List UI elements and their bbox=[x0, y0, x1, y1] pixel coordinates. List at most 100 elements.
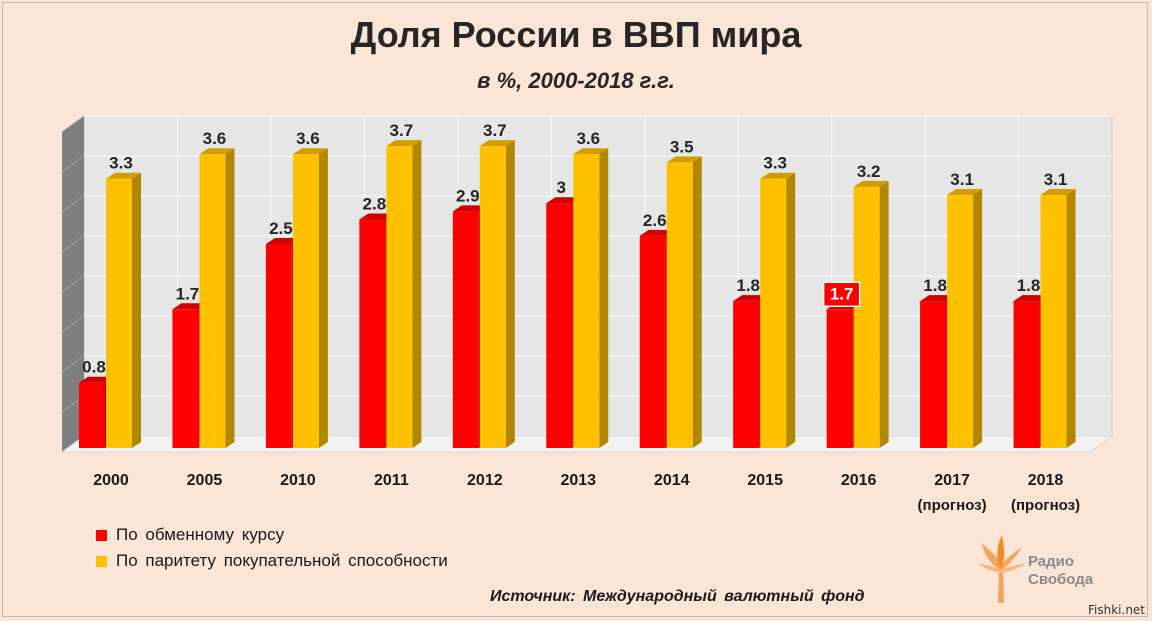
bar-side-1 bbox=[132, 172, 141, 448]
value-label-1-2017: 3.1 bbox=[950, 170, 974, 189]
category-label-2014: 2014 bbox=[654, 472, 690, 489]
legend-swatch-red bbox=[96, 529, 107, 541]
value-label-1-2012: 3.7 bbox=[483, 121, 507, 140]
value-label-0-2012: 2.9 bbox=[456, 186, 480, 205]
value-label-1-2013: 3.6 bbox=[576, 129, 600, 148]
gridline-side bbox=[61, 355, 85, 373]
category-label-2005: 2005 bbox=[187, 472, 223, 489]
value-label-1-2010: 3.6 bbox=[296, 129, 320, 148]
bar-top-1 bbox=[1040, 189, 1076, 196]
bar-side-1 bbox=[692, 156, 702, 448]
bar-top-0 bbox=[79, 376, 114, 383]
value-label-0-2016: 1.7 bbox=[830, 284, 854, 303]
bar-series-0-2010 bbox=[265, 244, 292, 448]
bar-top-0 bbox=[733, 295, 769, 302]
value-label-0-2014: 2.6 bbox=[643, 211, 667, 230]
value-label-1-2011: 3.7 bbox=[390, 121, 414, 140]
bar-series-0-2005 bbox=[172, 309, 199, 448]
gridline-side bbox=[61, 235, 85, 253]
highlighted-label-box bbox=[822, 281, 861, 308]
gridline-side bbox=[61, 275, 85, 293]
bar-top-1 bbox=[666, 156, 702, 163]
logo-text-line2: Свобода bbox=[1028, 571, 1094, 588]
category-label-2000: 2000 bbox=[93, 472, 129, 489]
bar-series-1-2011 bbox=[386, 146, 413, 448]
category-label-2011: 2011 bbox=[374, 472, 409, 489]
value-label-1-2014: 3.5 bbox=[670, 137, 694, 156]
value-label-0-2010: 2.5 bbox=[269, 219, 293, 238]
value-label-0-2017: 1.8 bbox=[923, 276, 947, 295]
legend-item-ppp: По паритету покупательной способности bbox=[96, 548, 448, 574]
category-label-2012: 2012 bbox=[467, 472, 503, 489]
bar-series-0-2017 bbox=[920, 301, 947, 448]
value-label-1-2005: 3.6 bbox=[203, 129, 227, 148]
value-label-0-2013: 3 bbox=[557, 178, 566, 197]
watermark: Fishki.net bbox=[1088, 603, 1146, 617]
bar-top-1 bbox=[479, 140, 515, 147]
bar-series-1-2015 bbox=[760, 178, 787, 448]
chart-subtitle: в %, 2000-2018 г.г. bbox=[477, 68, 675, 93]
value-label-1-2000: 3.3 bbox=[109, 154, 133, 173]
bar-top-1 bbox=[947, 189, 983, 196]
gridline-side bbox=[61, 195, 85, 213]
gridline-side bbox=[61, 115, 85, 133]
bar-series-0-2014 bbox=[639, 235, 666, 448]
bar-side-1 bbox=[318, 148, 328, 449]
value-label-0-2015: 1.8 bbox=[736, 276, 760, 295]
bar-top-0 bbox=[920, 295, 956, 302]
bar-series-1-2016 bbox=[853, 186, 880, 448]
bar-series-1-2014 bbox=[666, 162, 693, 448]
bar-series-0-2012 bbox=[452, 211, 479, 448]
category-note-2018: (прогноз) bbox=[1011, 497, 1080, 514]
bar-top-0 bbox=[639, 229, 675, 236]
radio-svoboda-logo: Радио Свобода bbox=[976, 533, 1116, 607]
bar-side-1 bbox=[412, 140, 422, 448]
bar-top-1 bbox=[573, 148, 609, 155]
gridline-side bbox=[61, 155, 85, 173]
chart-bars bbox=[79, 140, 1076, 449]
category-label-2018: 2018 bbox=[1028, 472, 1064, 489]
bar-series-1-2013 bbox=[573, 154, 600, 449]
bar-side-1 bbox=[1066, 189, 1076, 449]
gridline-side bbox=[61, 315, 85, 333]
bar-series-0-2013 bbox=[546, 203, 573, 448]
category-label-2010: 2010 bbox=[280, 472, 316, 489]
bar-series-0-2000 bbox=[79, 382, 105, 448]
bar-series-0-2015 bbox=[733, 301, 760, 448]
value-label-1-2016: 3.2 bbox=[857, 162, 881, 181]
bar-series-0-2016 bbox=[826, 309, 853, 448]
bar-series-0-2018 bbox=[1013, 301, 1040, 448]
bar-top-1 bbox=[853, 180, 889, 187]
source-note: Источник: Международный валютный фонд bbox=[490, 588, 865, 605]
bar-series-1-2005 bbox=[199, 154, 226, 449]
legend-swatch-yellow bbox=[96, 555, 107, 567]
bar-side-1 bbox=[599, 148, 609, 449]
legend-item-exchange-rate: По обменному курсу bbox=[96, 522, 448, 548]
bar-top-0 bbox=[1013, 295, 1049, 302]
bar-top-1 bbox=[199, 148, 235, 155]
flame-icon bbox=[978, 535, 1026, 603]
category-note-2017: (прогноз) bbox=[918, 497, 987, 514]
legend: По обменному курсу По паритету покупател… bbox=[96, 522, 448, 574]
category-label-2015: 2015 bbox=[747, 472, 783, 489]
legend-label: По обменному курсу bbox=[116, 525, 285, 544]
category-label-2016: 2016 bbox=[841, 472, 877, 489]
bar-series-1-2010 bbox=[292, 154, 319, 449]
value-label-0-2005: 1.7 bbox=[176, 284, 200, 303]
chart-labels: 0.8 3.3 2000 1.7 3.6 2005 2.5 3.6 2010 2.8 3.7 2011… bbox=[82, 121, 1080, 514]
bar-top-0 bbox=[546, 197, 582, 204]
bar-series-1-2000 bbox=[106, 178, 132, 448]
bar-top-1 bbox=[760, 172, 796, 179]
bar-top-0 bbox=[265, 238, 301, 244]
bar-series-1-2017 bbox=[947, 195, 974, 448]
category-label-2013: 2013 bbox=[560, 472, 596, 489]
category-label-2017: 2017 bbox=[934, 472, 970, 489]
bar-top-0 bbox=[359, 213, 395, 220]
value-label-1-2015: 3.3 bbox=[763, 154, 787, 173]
legend-label: По паритету покупательной способности bbox=[116, 551, 448, 570]
bar-top-1 bbox=[292, 148, 328, 155]
value-label-1-2018: 3.1 bbox=[1044, 170, 1068, 189]
bar-series-0-2011 bbox=[359, 219, 386, 448]
